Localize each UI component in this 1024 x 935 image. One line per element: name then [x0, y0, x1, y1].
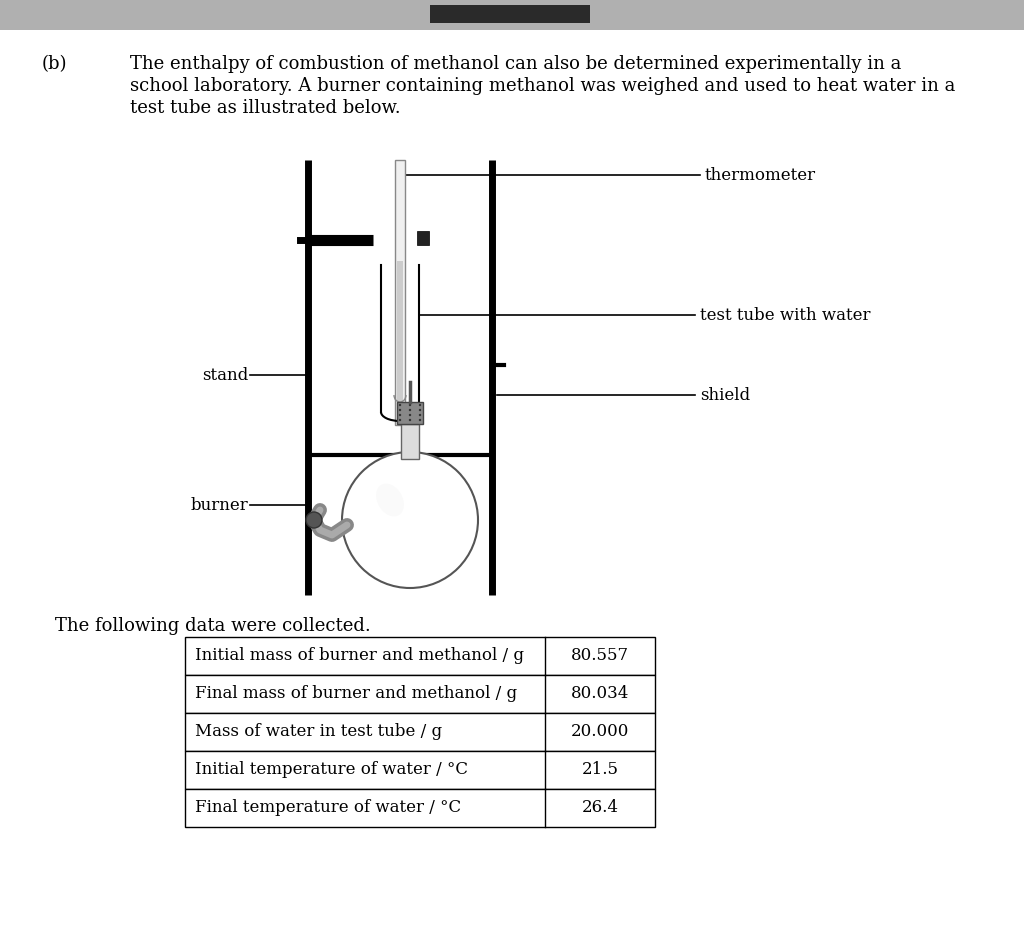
Text: school laboratory. A burner containing methanol was weighed and used to heat wat: school laboratory. A burner containing m… [130, 77, 955, 95]
Bar [185, 789, 655, 827]
Circle shape [409, 419, 412, 421]
Circle shape [398, 414, 401, 416]
Text: The following data were collected.: The following data were collected. [55, 617, 371, 635]
Text: test tube as illustrated below.: test tube as illustrated below. [130, 99, 400, 117]
Text: stand: stand [202, 367, 248, 383]
Bar [185, 751, 655, 789]
Circle shape [306, 512, 322, 528]
Text: Final temperature of water / °C: Final temperature of water / °C [195, 799, 461, 816]
Text: Mass of water in test tube / g: Mass of water in test tube / g [195, 724, 442, 741]
Text: 80.034: 80.034 [570, 685, 629, 702]
Text: 21.5: 21.5 [582, 761, 618, 779]
Bar [397, 261, 403, 420]
Circle shape [398, 419, 401, 421]
Ellipse shape [376, 483, 403, 516]
Circle shape [342, 452, 478, 588]
Text: (b): (b) [42, 55, 68, 73]
Text: Initial mass of burner and methanol / g: Initial mass of burner and methanol / g [195, 648, 524, 665]
Circle shape [398, 409, 401, 411]
Text: Final mass of burner and methanol / g: Final mass of burner and methanol / g [195, 685, 517, 702]
Bar [430, 5, 590, 23]
Bar [185, 637, 655, 675]
Circle shape [419, 409, 421, 411]
Text: thermometer: thermometer [705, 166, 816, 183]
Circle shape [398, 404, 401, 406]
Circle shape [419, 404, 421, 406]
Bar [401, 424, 419, 459]
Bar [185, 713, 655, 751]
Bar [397, 402, 423, 424]
Text: 80.557: 80.557 [571, 648, 629, 665]
Text: 20.000: 20.000 [570, 724, 629, 741]
Text: shield: shield [700, 386, 751, 404]
Circle shape [409, 414, 412, 416]
Bar [0, 0, 1024, 30]
Text: test tube with water: test tube with water [700, 307, 870, 324]
Text: burner: burner [190, 496, 248, 513]
Bar [417, 231, 429, 245]
Bar [185, 675, 655, 713]
Circle shape [409, 409, 412, 411]
Bar [383, 265, 418, 412]
Circle shape [409, 404, 412, 406]
Text: The enthalpy of combustion of methanol can also be determined experimentally in : The enthalpy of combustion of methanol c… [130, 55, 901, 73]
Text: 26.4: 26.4 [582, 799, 618, 816]
Circle shape [419, 419, 421, 421]
Circle shape [419, 414, 421, 416]
Text: Initial temperature of water / °C: Initial temperature of water / °C [195, 761, 468, 779]
Bar [395, 160, 406, 425]
